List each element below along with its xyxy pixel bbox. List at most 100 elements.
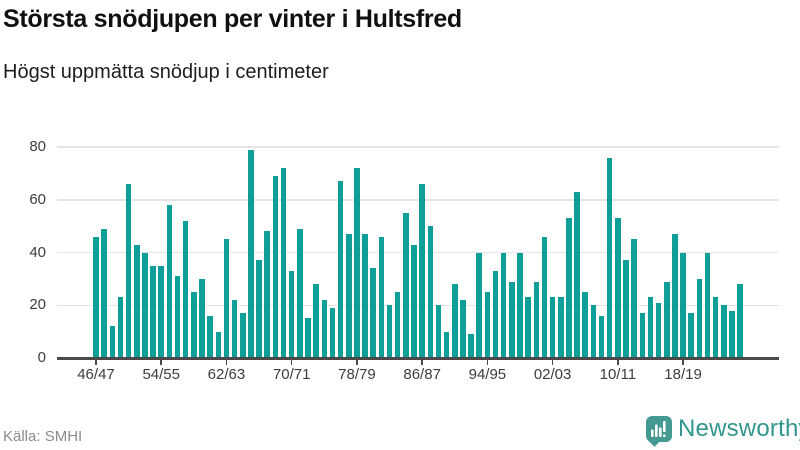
x-axis-label-46-47: 46/47 xyxy=(77,366,115,383)
bar-57-58 xyxy=(182,220,189,358)
bar-73-74 xyxy=(313,284,319,358)
bar-00-01 xyxy=(533,281,540,358)
bar-22-23 xyxy=(712,297,719,358)
x-axis-label-78-79: 78/79 xyxy=(338,366,376,383)
bar-64-65 xyxy=(239,313,246,358)
bar-03-04 xyxy=(557,297,564,358)
x-tick-mark xyxy=(356,359,358,365)
gridline-y40 xyxy=(57,251,779,254)
bar-54-55 xyxy=(158,265,165,358)
bar-01-02 xyxy=(541,236,548,358)
x-axis-label-62-63: 62/63 xyxy=(207,366,246,383)
bar-15-16 xyxy=(655,302,662,358)
newsworthy-chart-bubble-icon xyxy=(646,416,672,442)
bar-90-91 xyxy=(451,284,458,358)
page-subtitle: Högst uppmätta snödjup i centimeter xyxy=(3,61,329,83)
bar-61-62 xyxy=(215,331,222,358)
bar-84-85 xyxy=(403,212,409,358)
bar-48-49 xyxy=(109,326,116,358)
gridline-y60 xyxy=(57,199,779,201)
bar-80-81 xyxy=(370,268,377,358)
x-tick-mark xyxy=(551,359,554,365)
x-tick-mark xyxy=(486,359,489,365)
x-tick-mark xyxy=(225,359,228,365)
y-axis-label-20: 20 xyxy=(29,296,46,314)
bar-55-56 xyxy=(166,205,173,358)
x-axis-label-18-19: 18/19 xyxy=(664,366,702,383)
bar-91-92 xyxy=(460,299,466,358)
bar-88-89 xyxy=(435,305,442,358)
bar-62-63 xyxy=(223,239,230,358)
bar-50-51 xyxy=(125,183,132,358)
bar-85-86 xyxy=(411,244,417,358)
plot-area xyxy=(57,146,779,358)
bar-74-75 xyxy=(321,299,328,358)
bar-08-09 xyxy=(598,315,605,358)
source-label: Källa: SMHI xyxy=(3,428,83,445)
bar-63-64 xyxy=(231,299,238,358)
bar-59-60 xyxy=(199,278,205,358)
y-axis-label-40: 40 xyxy=(29,243,46,261)
y-axis-label-80: 80 xyxy=(29,138,46,155)
bar-23-24 xyxy=(721,305,727,358)
x-tick-mark xyxy=(421,359,423,365)
bar-70-71 xyxy=(288,270,295,358)
bar-chart-exclamation-glyph xyxy=(651,421,666,437)
bar-17-18 xyxy=(672,234,678,358)
bar-75-76 xyxy=(329,307,336,358)
x-tick-mark xyxy=(160,359,162,365)
bar-20-21 xyxy=(696,278,703,358)
bar-09-10 xyxy=(606,157,613,358)
x-axis-label-94-95: 94/95 xyxy=(468,366,507,383)
bar-89-90 xyxy=(443,331,450,358)
bar-13-14 xyxy=(639,313,646,358)
x-axis-label-54-55: 54/55 xyxy=(142,366,180,383)
bar-77-78 xyxy=(345,234,352,358)
x-tick-mark xyxy=(95,359,97,365)
bar-92-93 xyxy=(468,334,474,358)
x-axis-label-02-03: 02/03 xyxy=(533,366,572,383)
x-tick-mark xyxy=(617,359,619,365)
x-axis-label-10-11: 10/11 xyxy=(599,366,637,383)
x-tick-mark xyxy=(682,359,684,365)
bar-49-50 xyxy=(117,297,124,358)
y-axis-label-0: 0 xyxy=(37,349,46,366)
bar-02-03 xyxy=(549,297,556,358)
bar-46-47 xyxy=(93,236,99,358)
bar-04-05 xyxy=(566,218,572,358)
bar-96-97 xyxy=(500,252,507,358)
bar-78-79 xyxy=(354,168,360,358)
x-axis-label-86-87: 86/87 xyxy=(403,366,441,383)
bar-11-12 xyxy=(623,260,629,358)
bar-53-54 xyxy=(150,265,156,358)
bar-24-25 xyxy=(729,310,735,358)
bar-83-84 xyxy=(394,292,401,358)
bar-14-15 xyxy=(647,297,654,358)
bar-68-69 xyxy=(272,176,279,358)
bar-58-59 xyxy=(191,292,197,358)
bar-79-80 xyxy=(362,234,368,358)
bar-81-82 xyxy=(378,236,385,358)
bar-19-20 xyxy=(688,313,695,358)
bar-18-19 xyxy=(680,252,686,358)
bar-98-99 xyxy=(517,252,523,358)
newsworthy-logo: Newsworthy xyxy=(644,414,800,450)
y-axis-label-60: 60 xyxy=(29,190,46,208)
bar-86-87 xyxy=(419,183,425,358)
bar-87-88 xyxy=(427,226,434,358)
bar-21-22 xyxy=(704,252,711,358)
bar-71-72 xyxy=(297,228,303,358)
bar-47-48 xyxy=(101,228,107,358)
bar-95-96 xyxy=(492,270,499,358)
bar-25-26 xyxy=(737,284,743,358)
bar-94-95 xyxy=(484,292,491,358)
bar-69-70 xyxy=(280,168,287,358)
bar-65-66 xyxy=(248,149,254,358)
bar-05-06 xyxy=(574,191,580,358)
gridline-y80 xyxy=(57,146,779,148)
bar-52-53 xyxy=(142,252,148,358)
x-tick-mark xyxy=(290,359,293,365)
bar-67-68 xyxy=(264,231,271,358)
bar-10-11 xyxy=(615,218,621,358)
